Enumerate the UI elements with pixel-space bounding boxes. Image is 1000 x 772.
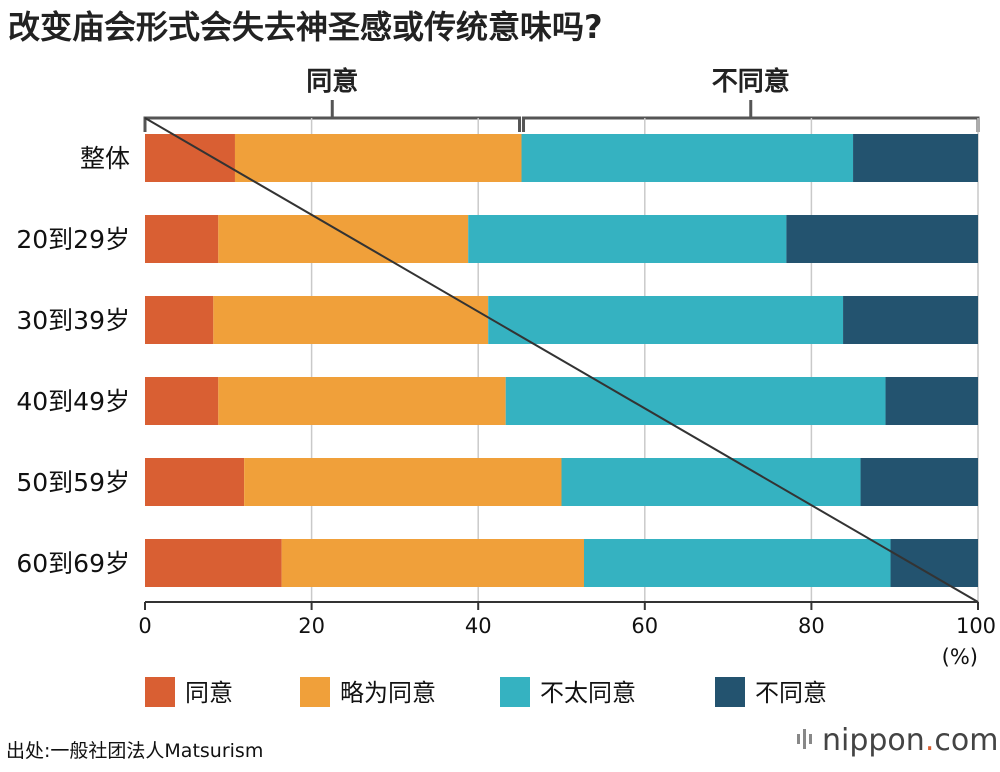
bar-segment bbox=[786, 215, 978, 263]
legend-swatch bbox=[300, 677, 330, 707]
x-tick-label: 100 bbox=[956, 614, 996, 638]
x-axis: 0 20 40 60 80 100 (%) bbox=[138, 117, 996, 669]
bar-segment bbox=[488, 296, 844, 344]
bar-segment bbox=[244, 458, 562, 506]
x-unit-label: (%) bbox=[942, 645, 978, 669]
category-label: 20到29岁 bbox=[16, 225, 130, 254]
nippon-logo: nippon.com bbox=[797, 723, 998, 758]
bar-segment bbox=[468, 215, 787, 263]
bracket-line bbox=[522, 116, 980, 132]
bar-segment bbox=[145, 539, 282, 587]
bar-segment bbox=[145, 215, 219, 263]
legend-label: 不同意 bbox=[755, 679, 827, 707]
bar-segment bbox=[583, 539, 891, 587]
legend-swatch bbox=[715, 677, 745, 707]
bar-segment bbox=[885, 377, 978, 425]
group-label: 不同意 bbox=[712, 66, 790, 97]
category-label: 40到49岁 bbox=[16, 387, 130, 416]
category-label: 60到69岁 bbox=[16, 549, 130, 578]
legend-swatch bbox=[145, 677, 175, 707]
bar-segment bbox=[145, 458, 245, 506]
bar-segment bbox=[890, 539, 978, 587]
x-tick-label: 0 bbox=[138, 614, 151, 638]
chart-title: 改变庙会形式会失去神圣感或传统意味吗? bbox=[8, 8, 603, 46]
category-label: 50到59岁 bbox=[16, 468, 130, 497]
x-tick-label: 40 bbox=[465, 614, 492, 638]
bar-segment bbox=[521, 134, 854, 182]
bar-segment bbox=[145, 296, 214, 344]
agree-bracket: 同意 bbox=[143, 66, 522, 132]
logo-mark-icon bbox=[797, 729, 812, 749]
bracket-line bbox=[143, 116, 522, 132]
bar-segment bbox=[281, 539, 584, 587]
bar-segment bbox=[145, 134, 235, 182]
bar-segment bbox=[561, 458, 861, 506]
category-label: 30到39岁 bbox=[16, 306, 130, 335]
x-tick-label: 60 bbox=[631, 614, 658, 638]
bar-segment bbox=[218, 215, 469, 263]
bar-segment bbox=[213, 296, 489, 344]
disagree-bracket: 不同意 bbox=[522, 66, 980, 132]
legend-item: 略为同意 bbox=[300, 677, 436, 707]
legend-item: 同意 bbox=[145, 677, 233, 707]
x-tick-label: 80 bbox=[798, 614, 825, 638]
legend-label: 略为同意 bbox=[340, 679, 436, 707]
bar-segment bbox=[505, 377, 886, 425]
legend-item: 不太同意 bbox=[500, 677, 636, 707]
y-axis-line bbox=[144, 117, 979, 603]
legend-label: 不太同意 bbox=[540, 679, 636, 707]
bar-segment bbox=[860, 458, 978, 506]
source-note: 出处:一般社团法人Matsurism bbox=[6, 740, 263, 762]
legend: 同意 略为同意 不太同意 不同意 bbox=[145, 677, 827, 707]
bar-segment bbox=[234, 134, 522, 182]
category-label: 整体 bbox=[80, 144, 130, 173]
bar-segment bbox=[218, 377, 506, 425]
bar-segment bbox=[843, 296, 978, 344]
group-label: 同意 bbox=[306, 66, 358, 97]
legend-label: 同意 bbox=[185, 679, 233, 707]
brand-name: nippon.com bbox=[822, 723, 998, 758]
group-brackets: 同意 不同意 bbox=[143, 66, 980, 132]
bar-segment bbox=[145, 377, 219, 425]
legend-swatch bbox=[500, 677, 530, 707]
legend-item: 不同意 bbox=[715, 677, 827, 707]
bars: 整体 20到29岁 30到39岁 40到49岁 50到59岁 60到69岁 bbox=[16, 134, 978, 587]
bar-segment bbox=[853, 134, 978, 182]
gridlines bbox=[310, 118, 979, 602]
x-tick-label: 20 bbox=[298, 614, 325, 638]
